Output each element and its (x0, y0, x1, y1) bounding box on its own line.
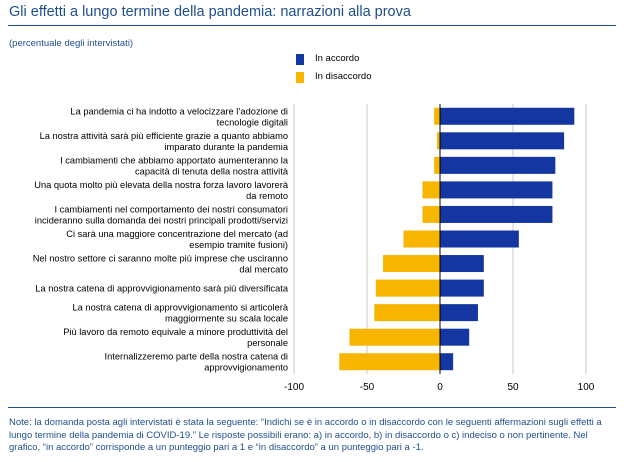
category-label: Più lavoro da remoto equivale a minore p… (63, 327, 288, 348)
category-label: I cambiamenti nel comportamento dei nost… (35, 204, 288, 225)
bar-chart: La pandemia ci ha indotto a velocizzare … (33, 104, 595, 393)
title-rule (8, 25, 616, 26)
legend-swatch-disaccordo (296, 72, 304, 83)
bar-accordo (440, 230, 519, 248)
bar-disaccordo (434, 107, 440, 125)
legend-swatch-accordo (296, 54, 304, 65)
x-tick-label: -50 (360, 382, 375, 393)
bar-disaccordo (374, 304, 440, 322)
bar-accordo (440, 181, 553, 199)
legend-label-disaccordo: In disaccordo (315, 71, 372, 82)
x-tick-label: 100 (578, 382, 595, 393)
bar-accordo (440, 353, 454, 371)
bar-disaccordo (422, 181, 440, 199)
category-label: Ci sarà una maggiore concentrazione del … (66, 229, 288, 250)
bar-accordo (440, 132, 565, 150)
chart-subtitle: (percentuale degli intervistati) (9, 38, 134, 49)
category-label: La nostra catena di approvvigionamento s… (35, 284, 289, 294)
bar-accordo (440, 107, 575, 125)
x-tick-label: 0 (437, 382, 443, 393)
note-rule (8, 407, 616, 408)
category-label: La nostra catena di approvvigionamento s… (72, 303, 288, 324)
x-tick-label: 50 (507, 382, 519, 393)
bar-accordo (440, 328, 470, 346)
category-label: La nostra attività sarà più efficiente g… (40, 131, 289, 152)
x-tick-label: -100 (284, 382, 304, 393)
chart-note: Note: la domanda posta agli intervistati… (9, 417, 602, 453)
category-label: I cambiamenti che abbiamo apportato aume… (60, 155, 289, 176)
bar-accordo (440, 156, 556, 174)
bar-accordo (440, 304, 478, 322)
bar-disaccordo (403, 230, 440, 248)
bar-disaccordo (422, 205, 440, 223)
bar-disaccordo (437, 132, 440, 150)
category-label: Nel nostro settore ci saranno molte più … (33, 254, 288, 275)
bar-accordo (440, 205, 553, 223)
bar-disaccordo (339, 353, 440, 371)
legend-label-accordo: In accordo (315, 53, 360, 64)
category-label: Internalizzeremo parte della nostra cate… (105, 352, 288, 373)
bar-disaccordo (434, 156, 440, 174)
chart-title: Gli effetti a lungo termine della pandem… (9, 4, 411, 20)
bar-disaccordo (349, 328, 440, 346)
bar-disaccordo (383, 255, 440, 273)
category-label: La pandemia ci ha indotto a velocizzare … (70, 106, 288, 127)
category-label: Una quota molto più elevata della nostra… (34, 180, 289, 201)
bar-accordo (440, 279, 484, 297)
bar-accordo (440, 255, 484, 273)
bar-disaccordo (375, 279, 440, 297)
